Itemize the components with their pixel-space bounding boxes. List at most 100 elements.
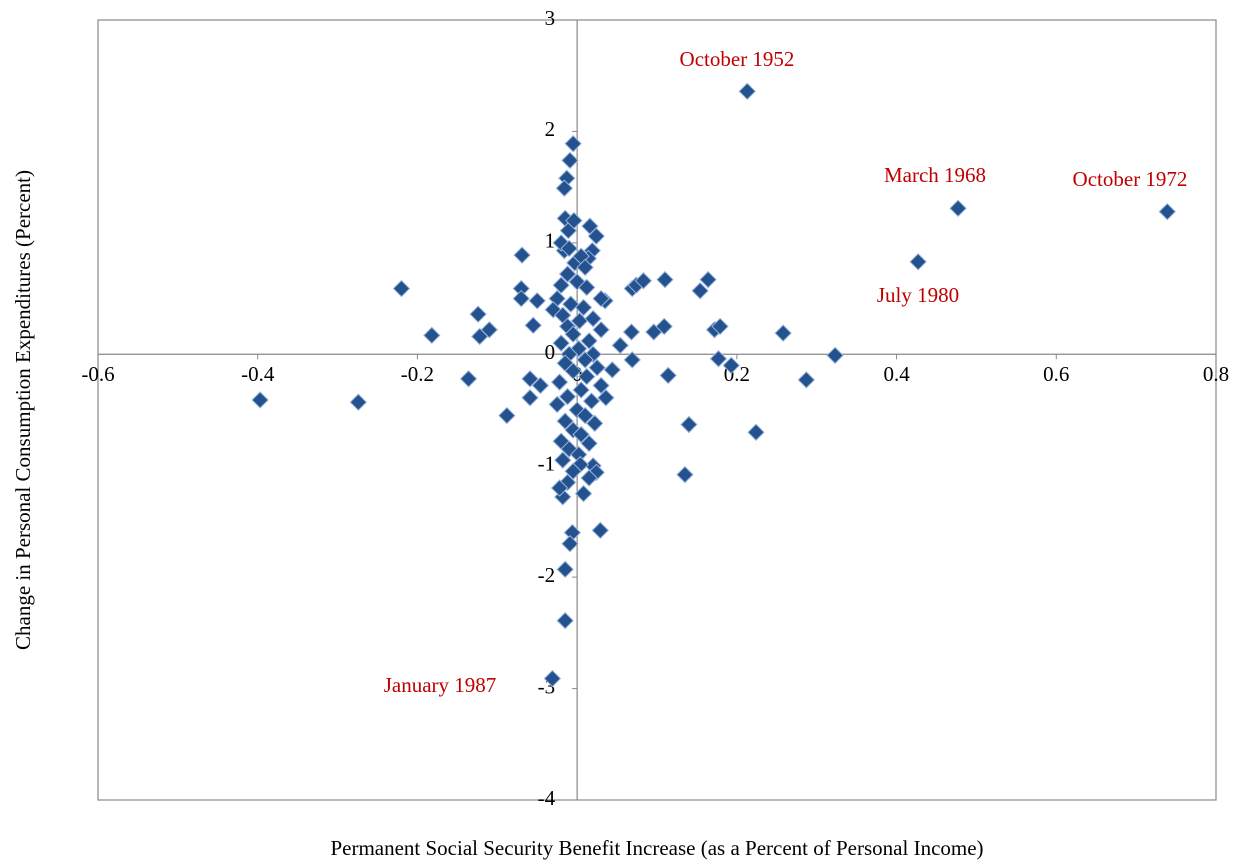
scatter-point (611, 336, 629, 355)
scatter-point (555, 179, 574, 197)
scatter-point (659, 366, 677, 385)
scatter-point (699, 270, 717, 289)
scatter-point (622, 323, 641, 341)
scatter-point (588, 358, 606, 377)
scatter-point (578, 278, 596, 297)
scatter-point (574, 484, 593, 503)
scatter-point (554, 451, 572, 469)
scatter-point (498, 406, 516, 425)
scatter-point (513, 246, 531, 264)
y-tick-label: -2 (538, 563, 556, 587)
scatter-point (572, 381, 590, 399)
scatter-point (576, 258, 594, 277)
annotation: January 1987 (384, 673, 497, 697)
scatter-point (580, 434, 598, 453)
scatter-point (603, 361, 621, 379)
y-tick-label: 2 (545, 117, 556, 141)
scatter-point (574, 298, 593, 317)
scatter-point (564, 362, 582, 380)
scatter-point (691, 282, 709, 300)
scatter-point (459, 370, 478, 388)
scatter-point (558, 387, 577, 406)
x-tick-label: 0.8 (1203, 362, 1229, 386)
scatter-point (584, 309, 602, 328)
x-tick-label: -0.2 (401, 362, 434, 386)
scatter-point (469, 305, 487, 323)
scatter-point (543, 669, 562, 688)
annotation: October 1952 (680, 47, 795, 71)
scatter-point (578, 367, 596, 386)
y-tick-label: -1 (538, 452, 556, 476)
scatter-point (572, 425, 590, 444)
scatter-point (251, 391, 269, 409)
scatter-point (747, 423, 765, 441)
y-tick-label: 1 (545, 229, 556, 253)
scatter-point (558, 265, 577, 283)
scatter-point (521, 389, 539, 407)
scatter-point (592, 321, 610, 339)
scatter-point (676, 465, 694, 484)
scatter-point (564, 325, 582, 343)
scatter-point (580, 332, 598, 350)
y-axis-title: Change in Personal Consumption Expenditu… (11, 170, 35, 650)
plot-frame (97, 19, 1217, 801)
scatter-point (738, 82, 756, 101)
scatter-point (392, 279, 411, 298)
y-tick-label: 3 (545, 6, 556, 30)
scatter-point (556, 412, 574, 430)
annotation: March 1968 (884, 163, 986, 187)
scatter-point (774, 324, 792, 342)
scatter-point (565, 211, 583, 230)
scatter-point (597, 389, 615, 407)
scatter-point (480, 321, 499, 339)
scatter-point (556, 560, 574, 579)
scatter-point (711, 317, 729, 336)
scatter-point (550, 373, 569, 391)
scatter-point (550, 479, 569, 497)
scatter-point (655, 317, 673, 336)
scatter-point (531, 376, 550, 395)
scatter-point (564, 462, 582, 480)
scatter-point (528, 292, 546, 310)
scatter-point (556, 611, 574, 630)
scatter-point (949, 199, 967, 218)
scatter-point (564, 134, 582, 153)
scatter-point (656, 270, 674, 289)
x-tick-label: 0.4 (883, 362, 910, 386)
scatter-point (521, 370, 539, 388)
scatter-point (580, 469, 598, 487)
annotation: October 1972 (1073, 167, 1188, 191)
scatter-point (592, 289, 610, 308)
scatter-point (576, 351, 594, 369)
scatter-point (552, 334, 570, 352)
scatter-point (582, 392, 601, 410)
scatter-point (349, 393, 368, 411)
x-tick-label: -0.4 (241, 362, 275, 386)
scatter-point (586, 414, 604, 433)
scatter-point (1158, 202, 1176, 221)
scatter-point (552, 276, 570, 294)
scatter-point (423, 326, 441, 345)
scatter-point (548, 395, 566, 414)
scatter-point (562, 295, 580, 313)
scatter-point (512, 289, 530, 308)
scatter-point (797, 371, 816, 389)
y-tick-label: 0 (545, 340, 556, 364)
scatter-point (576, 406, 594, 425)
scatter-point (591, 521, 610, 540)
scatter-point (561, 151, 579, 170)
scatter-point (634, 272, 653, 290)
scatter-point (560, 239, 578, 258)
x-tick-label: 0.6 (1043, 362, 1069, 386)
scatter-point (623, 351, 641, 369)
scatter-point (561, 535, 579, 553)
x-tick-label: -0.6 (81, 362, 114, 386)
scatter-point (909, 253, 927, 271)
scatter-point (680, 415, 698, 434)
scatter-point (592, 376, 610, 395)
y-tick-label: -4 (538, 786, 556, 810)
scatter-point (524, 316, 542, 335)
annotation: July 1980 (877, 283, 959, 307)
scatter-point (587, 227, 606, 245)
